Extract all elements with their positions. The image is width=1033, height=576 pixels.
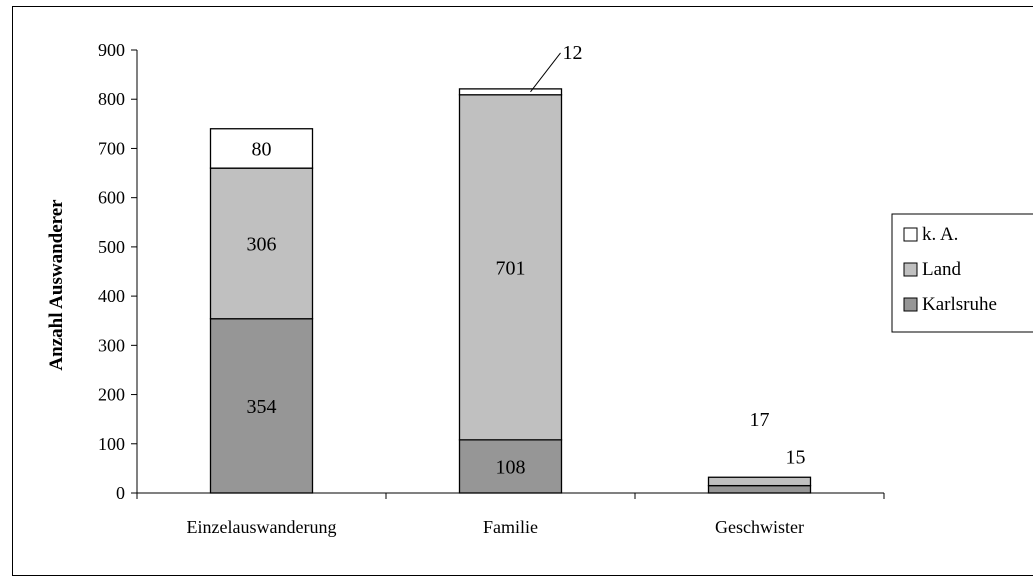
y-tick-label: 0 xyxy=(116,483,125,503)
y-tick-label: 100 xyxy=(98,434,125,454)
x-tick-label: Familie xyxy=(483,517,538,537)
bar-segment xyxy=(458,94,563,441)
data-label: 12 xyxy=(563,42,583,64)
data-labels: 354 306 80 108 701 12 15 17 xyxy=(247,42,806,479)
data-label: 15 xyxy=(786,447,806,469)
y-tick-label: 600 xyxy=(98,188,125,208)
leader-line xyxy=(530,52,561,93)
x-tick-label: Geschwister xyxy=(715,517,804,537)
x-tick-label: Einzelauswanderung xyxy=(187,517,337,537)
data-label: 701 xyxy=(496,257,526,279)
bars xyxy=(209,88,812,494)
legend: k. A. Land Karlsruhe xyxy=(891,213,1033,333)
y-tick-label: 900 xyxy=(98,40,125,60)
legend-swatch xyxy=(903,262,918,277)
x-axis: Einzelauswanderung Familie Geschwister xyxy=(136,492,885,537)
legend-label: Karlsruhe xyxy=(922,294,997,315)
bar-segment xyxy=(458,88,563,96)
legend-label: k. A. xyxy=(922,224,958,245)
bar-segment xyxy=(707,484,812,494)
data-label: 80 xyxy=(252,138,272,160)
data-label: 108 xyxy=(496,456,526,478)
legend-label: Land xyxy=(922,259,962,280)
legend-swatch xyxy=(903,227,918,242)
legend-swatch xyxy=(903,297,918,312)
bar-segment xyxy=(458,439,563,494)
data-label: 306 xyxy=(247,233,277,255)
data-label: 354 xyxy=(247,396,277,418)
y-axis-title: Anzahl Auswanderer xyxy=(46,199,67,371)
y-tick-label: 500 xyxy=(98,237,125,257)
y-tick-label: 200 xyxy=(98,385,125,405)
y-tick-label: 700 xyxy=(98,138,125,158)
bar-segment xyxy=(209,167,314,320)
data-label: 17 xyxy=(750,409,770,431)
bar-segment xyxy=(209,318,314,494)
y-axis: 0 100 200 300 400 500 600 700 800 900 xyxy=(98,40,138,503)
y-tick-label: 300 xyxy=(98,335,125,355)
y-tick-label: 400 xyxy=(98,286,125,306)
y-tick-label: 800 xyxy=(98,89,125,109)
bar-segment xyxy=(209,128,314,169)
bar-segment xyxy=(707,476,812,487)
